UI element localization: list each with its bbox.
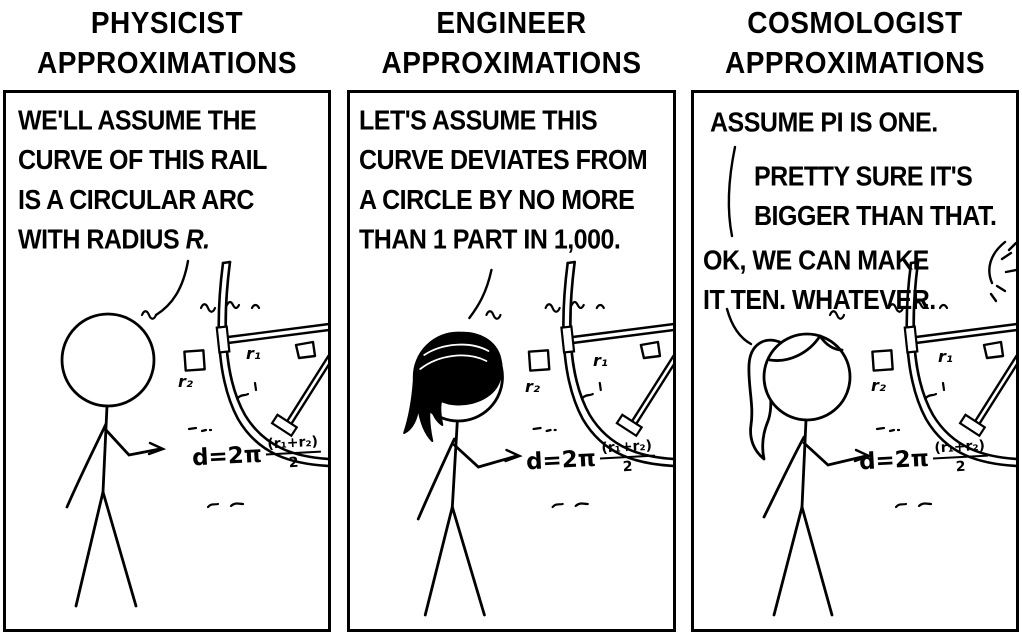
curved-rail-arc bbox=[562, 260, 673, 468]
formula-denominator: 2 bbox=[955, 458, 966, 476]
formula-lhs: d=2π bbox=[191, 441, 263, 472]
panel-drawing-engineer bbox=[403, 260, 673, 617]
debris-squares bbox=[183, 340, 317, 372]
formula-fraction: (r₁+r₂) 2 bbox=[264, 433, 321, 473]
circumference-formula: d=2π (r₁+r₂) 2 bbox=[191, 433, 321, 477]
speech-offpanel-voice: PRETTY SURE IT'S BIGGER THAN THAT. bbox=[754, 157, 997, 236]
formula-lhs: d=2π bbox=[858, 445, 930, 476]
radius-label-r2: r₂ bbox=[525, 377, 540, 396]
circumference-formula: d=2π (r₁+r₂) 2 bbox=[858, 437, 988, 481]
formula-lhs: d=2π bbox=[525, 445, 597, 476]
formula-fraction: (r₁+r₂) 2 bbox=[598, 437, 655, 477]
speech-line: LET'S ASSUME THIS bbox=[359, 105, 598, 137]
speech-line: CURVE OF THIS RAIL bbox=[18, 145, 267, 176]
panel-title-cosmologist: COSMOLOGIST APPROXIMATIONS bbox=[691, 3, 1019, 83]
wheel-spokes bbox=[560, 322, 673, 438]
radius-label-r2: r₂ bbox=[871, 376, 886, 395]
speech-engineer: LET'S ASSUME THIS CURVE DEVIATES FROM A … bbox=[359, 101, 648, 259]
title-line: COSMOLOGIST bbox=[747, 6, 963, 40]
motion-squiggles bbox=[140, 300, 261, 509]
speech-line: ASSUME PI IS ONE. bbox=[710, 107, 938, 139]
title-line: APPROXIMATIONS bbox=[381, 46, 642, 80]
title-line: APPROXIMATIONS bbox=[36, 46, 298, 80]
speech-tail bbox=[154, 259, 190, 317]
speech-line: PRETTY SURE IT'S bbox=[754, 161, 973, 193]
panel-drawing-physicist bbox=[60, 259, 328, 608]
panel-cosmologist: ASSUME PI IS ONE. PRETTY SURE IT'S BIGGE… bbox=[691, 90, 1019, 632]
radius-label-r1: r₁ bbox=[938, 347, 953, 366]
debris-squares bbox=[527, 340, 662, 372]
speech-line: BIGGER THAN THAT. bbox=[754, 201, 997, 232]
speech-line: THAN 1 PART IN 1,000. bbox=[359, 224, 621, 255]
panel-drawing-cosmologist bbox=[725, 145, 1016, 617]
curved-rail-arc bbox=[217, 260, 328, 468]
speech-line: A CIRCLE BY NO MORE bbox=[359, 184, 635, 216]
speech-cosmologist-1: ASSUME PI IS ONE. bbox=[710, 103, 938, 143]
formula-numerator: (r₁+r₂) bbox=[264, 433, 321, 456]
speech-physicist: WE'LL ASSUME THE CURVE OF THIS RAIL IS A… bbox=[18, 101, 267, 259]
radius-label-r1: r₁ bbox=[593, 351, 608, 370]
panel-physicist: WE'LL ASSUME THE CURVE OF THIS RAIL IS A… bbox=[3, 90, 331, 632]
radius-variable: R. bbox=[185, 224, 211, 255]
speech-line: CURVE DEVIATES FROM bbox=[359, 145, 648, 176]
stick-figure-physicist bbox=[60, 312, 167, 608]
formula-numerator: (r₁+r₂) bbox=[931, 437, 988, 460]
burst-dash bbox=[1007, 241, 1016, 252]
curved-rail-arc bbox=[905, 260, 1016, 468]
speech-line: WITH RADIUS R. bbox=[18, 224, 211, 255]
wheel-spokes bbox=[215, 322, 328, 438]
speech-line: OK, WE CAN MAKE bbox=[703, 245, 929, 277]
speech-tail bbox=[727, 145, 737, 238]
circumference-formula: d=2π (r₁+r₂) 2 bbox=[525, 437, 655, 481]
panel-title-engineer: ENGINEER APPROXIMATIONS bbox=[347, 3, 676, 83]
radius-label-r1: r₁ bbox=[246, 344, 261, 363]
debris-squares bbox=[871, 340, 1005, 372]
panel-title-physicist: PHYSICIST APPROXIMATIONS bbox=[3, 3, 331, 83]
radius-label-r2: r₂ bbox=[178, 372, 193, 391]
stick-figure-cosmologist bbox=[747, 332, 873, 617]
speech-line: WE'LL ASSUME THE bbox=[18, 105, 257, 137]
wheel-spokes bbox=[903, 322, 1016, 438]
formula-denominator: 2 bbox=[622, 458, 633, 476]
title-line: ENGINEER bbox=[436, 6, 587, 40]
speech-line: IS A CIRCULAR ARC bbox=[18, 184, 254, 216]
stick-figure-engineer bbox=[403, 331, 523, 617]
burst-dash bbox=[1004, 268, 1016, 274]
panel-engineer: LET'S ASSUME THIS CURVE DEVIATES FROM A … bbox=[347, 90, 676, 632]
title-line: PHYSICIST bbox=[90, 6, 244, 40]
speech-cosmologist-2: OK, WE CAN MAKE IT TEN. WHATEVER. bbox=[703, 241, 936, 320]
burst-dash bbox=[995, 284, 1007, 293]
title-line: APPROXIMATIONS bbox=[724, 46, 986, 80]
speech-tail bbox=[468, 268, 493, 320]
formula-numerator: (r₁+r₂) bbox=[598, 437, 655, 460]
formula-fraction: (r₁+r₂) 2 bbox=[931, 437, 988, 477]
burst-dash bbox=[1000, 251, 1013, 261]
speech-tails-and-burst bbox=[725, 145, 1016, 346]
speech-tail bbox=[725, 307, 753, 346]
motion-squiggles bbox=[828, 300, 949, 509]
formula-denominator: 2 bbox=[288, 454, 299, 472]
burst-dash bbox=[989, 292, 998, 303]
motion-squiggles bbox=[485, 300, 605, 509]
speech-line: IT TEN. WHATEVER. bbox=[703, 285, 936, 316]
offpanel-voice-curve bbox=[988, 240, 1007, 285]
